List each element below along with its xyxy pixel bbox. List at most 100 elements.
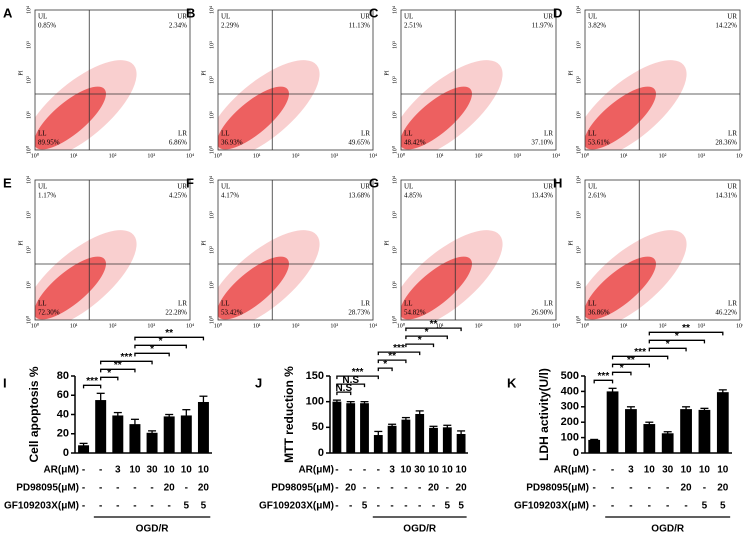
plot-frame xyxy=(34,179,191,321)
quadrant-percent: 13.68% xyxy=(348,192,370,200)
significance-label: ** xyxy=(388,351,396,362)
quadrant-percent: 11.97% xyxy=(532,22,553,30)
significance-label: *** xyxy=(393,343,405,354)
x-tick-label: 10⁴ xyxy=(736,323,743,329)
y-axis-label: PI xyxy=(201,240,207,245)
condition-cell: 5 xyxy=(702,501,708,512)
condition-cell: - xyxy=(335,483,338,494)
y-tick-label: 60 xyxy=(57,389,69,401)
significance-bracket xyxy=(611,371,632,376)
condition-cell: - xyxy=(377,501,380,512)
condition-cell: 20 xyxy=(681,483,693,494)
significance-bracket xyxy=(100,376,119,381)
y-tick-label: 10³ xyxy=(392,211,398,219)
condition-cell: - xyxy=(593,483,596,494)
quadrant-name: UL xyxy=(38,183,47,191)
quadrant-name: UL xyxy=(404,13,413,21)
significance-bracket xyxy=(611,355,669,360)
y-tick-label: 10⁴ xyxy=(576,176,582,184)
group-label: OGD/R xyxy=(651,524,685,535)
x-tick-label: 10⁰ xyxy=(397,152,406,159)
y-tick-label: 10¹ xyxy=(392,281,398,289)
quadrant-percent: 28.73% xyxy=(348,309,370,317)
plot-frame xyxy=(34,9,191,151)
significance-bracket xyxy=(134,352,170,357)
significance-label: *** xyxy=(352,367,364,378)
significance-bracket xyxy=(593,379,614,384)
y-tick-label: 10⁰ xyxy=(25,315,32,324)
quadrant-name: LL xyxy=(404,300,413,308)
quadrant-name: LL xyxy=(404,130,413,138)
quadrant-percent: 11.13% xyxy=(349,22,370,30)
condition-cell: - xyxy=(593,465,596,476)
y-tick-label: 10⁰ xyxy=(208,145,215,154)
condition-cell: - xyxy=(648,501,651,512)
cell-cloud xyxy=(585,230,687,320)
condition-cell: - xyxy=(390,501,393,512)
significance-bracket xyxy=(648,339,706,344)
quadrant-name: LR xyxy=(544,300,553,308)
condition-cell: 10 xyxy=(428,465,440,476)
y-tick-label: 500 xyxy=(561,370,579,382)
quadrant-percent: 4.17% xyxy=(221,192,239,200)
panel-letter: I xyxy=(3,375,7,390)
condition-cell: - xyxy=(335,465,338,476)
y-tick-label: 10² xyxy=(26,76,32,84)
plot-frame xyxy=(400,9,557,151)
y-tick-label: 10⁰ xyxy=(575,315,582,324)
condition-cell: 10 xyxy=(164,465,176,476)
condition-cell: - xyxy=(648,483,651,494)
x-tick-label: 10² xyxy=(659,153,667,159)
plot-frame xyxy=(217,9,374,151)
quadrant-name: LR xyxy=(361,130,370,138)
cloud-core xyxy=(218,256,289,320)
quadrant-name: UR xyxy=(360,183,370,191)
x-tick-label: 10² xyxy=(659,323,667,329)
y-axis-label: Cell apoptosis % xyxy=(27,366,41,462)
condition-cell: - xyxy=(404,501,407,512)
y-tick-label: 10³ xyxy=(392,41,398,49)
y-tick-label: 10⁴ xyxy=(209,6,215,14)
x-tick-label: 10³ xyxy=(697,323,705,329)
y-tick-label: 10⁴ xyxy=(209,176,215,184)
condition-cell: - xyxy=(363,483,366,494)
y-axis-label: PI xyxy=(568,70,574,75)
y-tick-label: 10¹ xyxy=(26,281,32,289)
y-tick-label: 10⁴ xyxy=(26,6,32,14)
bar xyxy=(146,432,158,453)
y-tick-label: 10¹ xyxy=(26,111,32,119)
condition-cell: 3 xyxy=(115,465,121,476)
bar xyxy=(387,425,397,453)
significance-bracket xyxy=(611,363,650,368)
cloud-core xyxy=(35,86,106,150)
quadrant-percent: 1.17% xyxy=(38,192,56,200)
condition-cell: - xyxy=(593,501,596,512)
condition-cell: 5 xyxy=(445,501,451,512)
quadrant-name: UL xyxy=(221,13,230,21)
bar xyxy=(332,401,342,453)
quadrant-name: LL xyxy=(588,130,597,138)
cell-cloud xyxy=(35,60,137,150)
quadrant-name: LL xyxy=(588,300,597,308)
y-tick-label: 10⁰ xyxy=(391,315,398,324)
condition-cell: - xyxy=(99,483,102,494)
quadrant-name: LL xyxy=(221,130,230,138)
condition-cell: - xyxy=(611,465,614,476)
condition-cell: - xyxy=(133,501,136,512)
significance-bracket xyxy=(648,331,724,336)
significance-label: *** xyxy=(121,352,133,363)
quadrant-name: UR xyxy=(177,183,187,191)
condition-cell: 30 xyxy=(414,465,426,476)
bar xyxy=(606,391,619,453)
significance-bracket xyxy=(336,391,352,396)
cell-cloud xyxy=(585,60,687,150)
significance-label: * xyxy=(675,331,679,342)
panel-letter: K xyxy=(507,375,517,390)
quadrant-percent: 4.25% xyxy=(169,192,187,200)
y-tick-label: 0 xyxy=(573,447,579,459)
quadrant-percent: 2.61% xyxy=(588,192,606,200)
significance-bracket xyxy=(405,327,462,332)
quadrant-percent: 2.29% xyxy=(221,22,239,30)
significance-label: ** xyxy=(682,323,690,334)
significance-bracket xyxy=(377,359,407,364)
